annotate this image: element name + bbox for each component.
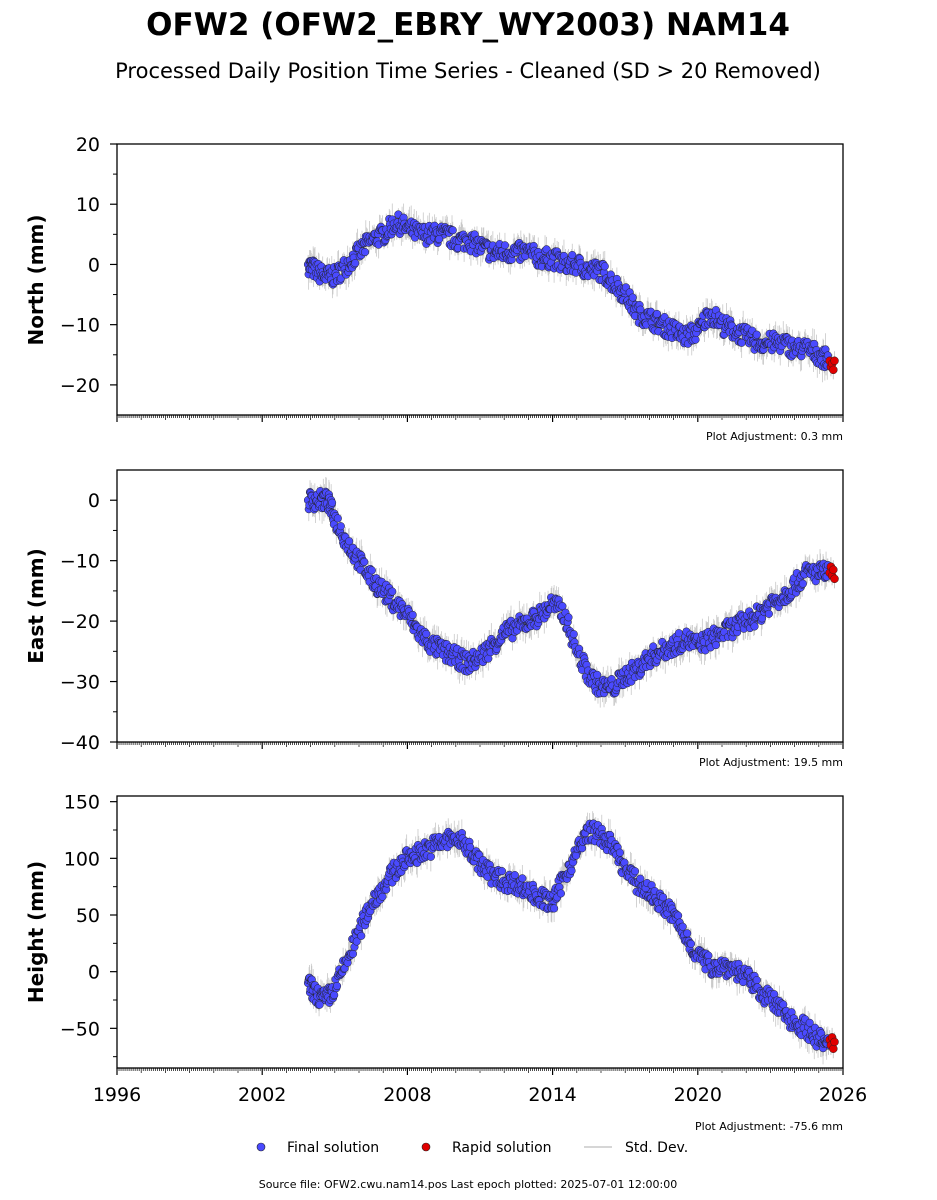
north-ytick-label: 20	[76, 134, 100, 156]
north-y-axis: 20 10 0 −10 −20	[60, 134, 117, 397]
east-x-axis	[116, 742, 844, 749]
east-y-axis: 0 −10 −20 −30 −40	[60, 490, 117, 754]
height-final-point	[378, 892, 387, 901]
height-final-point	[630, 867, 640, 876]
height-final-point	[426, 852, 435, 861]
north-final-point	[542, 245, 551, 254]
east-final-point	[328, 498, 337, 507]
east-ytick-label: −40	[60, 732, 100, 754]
north-final-point	[448, 226, 457, 235]
north-final-point	[652, 309, 662, 319]
east-final-point	[649, 642, 658, 651]
east-final-point	[798, 579, 807, 588]
east-final-point	[333, 514, 342, 523]
north-ytick-label: 0	[88, 254, 100, 276]
east-final-point	[422, 629, 431, 638]
north-ytick-label: −20	[60, 375, 100, 397]
height-final-point	[556, 889, 565, 898]
height-final-point	[330, 991, 339, 1000]
east-final-point	[711, 641, 721, 650]
figure-title: OFW2 (OFW2_EBRY_WY2003) NAM14	[146, 7, 790, 43]
east-final-point	[750, 622, 759, 631]
figure-subtitle: Processed Daily Position Time Series - C…	[115, 59, 821, 83]
height-final-point	[571, 851, 581, 860]
east-y-label: East (mm)	[24, 548, 48, 664]
height-final-point	[466, 843, 475, 852]
east-points	[303, 487, 839, 698]
east-final-point	[367, 566, 376, 575]
east-final-point	[345, 537, 354, 546]
height-plot-area	[303, 811, 839, 1065]
north-ytick-label: −10	[60, 315, 100, 337]
east-final-point	[408, 610, 417, 620]
height-final-point	[550, 904, 559, 913]
height-final-point	[333, 981, 342, 991]
east-axes-frame	[116, 469, 844, 743]
east-final-point	[569, 630, 578, 639]
east-final-point	[558, 602, 567, 611]
east-rapid-point	[830, 574, 839, 584]
north-rapid-point	[829, 365, 838, 375]
north-final-point	[351, 259, 360, 268]
height-final-point	[315, 1000, 324, 1009]
north-final-point	[628, 293, 637, 302]
height-final-point	[683, 929, 692, 938]
height-final-point	[497, 867, 506, 876]
north-plot-adjustment: Plot Adjustment: 0.3 mm	[706, 430, 843, 443]
east-final-point	[336, 522, 345, 531]
height-final-point	[658, 893, 668, 902]
north-rapid-point	[830, 356, 839, 366]
east-plot-area	[303, 477, 839, 708]
east-ytick-label: −10	[60, 551, 100, 573]
east-ytick-label: −20	[60, 611, 100, 633]
east-final-point	[388, 587, 397, 596]
north-ytick-label: 10	[76, 194, 100, 216]
height-final-point	[567, 866, 576, 875]
north-final-point	[500, 241, 510, 250]
east-plot-adjustment: Plot Adjustment: 19.5 mm	[699, 756, 843, 769]
height-points	[303, 819, 839, 1053]
height-final-point	[510, 871, 519, 880]
height-final-point	[615, 848, 624, 857]
height-final-point	[518, 874, 527, 883]
height-final-point	[674, 911, 683, 920]
height-final-point	[348, 949, 358, 958]
north-plot-area	[303, 203, 839, 383]
east-final-point	[564, 613, 573, 622]
east-rapid-point	[829, 565, 838, 574]
height-final-point	[357, 931, 366, 940]
east-ytick-label: 0	[88, 490, 100, 512]
north-axes-frame	[116, 143, 844, 416]
east-final-point	[593, 670, 602, 679]
height-final-point	[352, 937, 361, 946]
north-panel: 20 10 0 −10 −20 North (mm) Plot Adjustment: …	[24, 134, 844, 443]
height-final-point	[752, 976, 761, 985]
east-ytick-label: −30	[60, 672, 100, 694]
north-final-point	[361, 248, 370, 257]
north-final-point	[636, 305, 645, 314]
north-points	[303, 210, 839, 375]
east-final-point	[674, 629, 683, 638]
north-x-axis	[116, 415, 844, 422]
east-final-point	[764, 609, 773, 618]
height-final-point	[686, 939, 696, 948]
north-final-point	[691, 335, 700, 344]
north-final-point	[435, 235, 444, 244]
north-y-label: North (mm)	[24, 214, 48, 345]
height-final-point	[678, 922, 687, 931]
east-panel: 0 −10 −20 −30 −40 East (mm) Plot Adjustment:…	[24, 469, 844, 769]
north-final-point	[737, 338, 746, 347]
north-final-point	[600, 262, 609, 271]
east-final-point	[360, 557, 369, 566]
north-final-point	[752, 330, 761, 339]
